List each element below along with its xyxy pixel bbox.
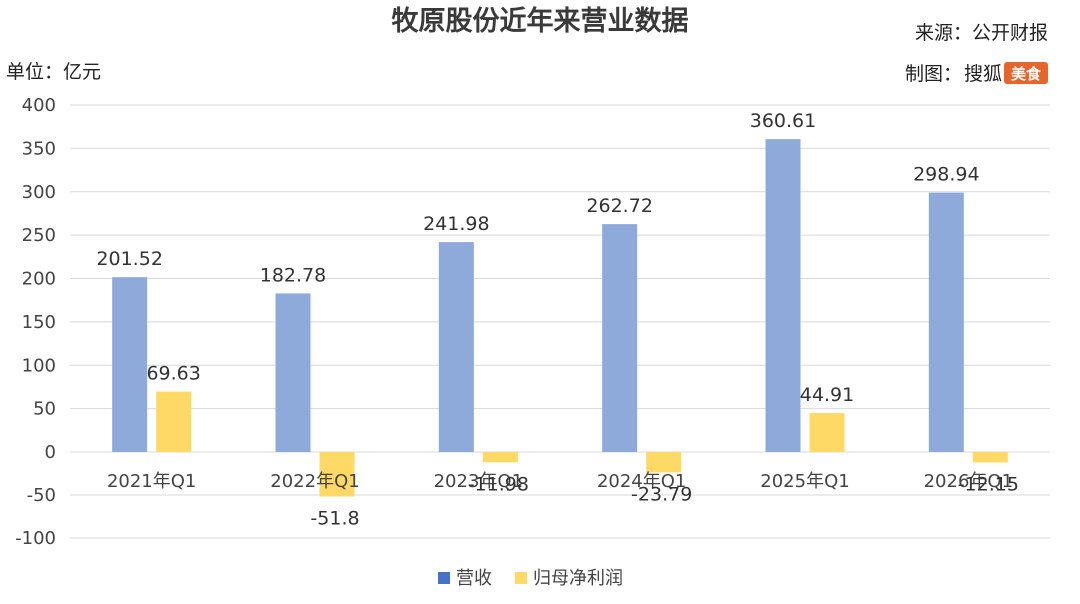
brand-badge bbox=[1004, 62, 1048, 84]
revenue-bar bbox=[765, 139, 801, 452]
profit-bar bbox=[972, 452, 1008, 463]
bars bbox=[112, 139, 1008, 497]
profit-bar bbox=[156, 391, 192, 452]
data-label: 360.61 bbox=[750, 110, 816, 132]
data-label: -51.8 bbox=[310, 508, 359, 530]
y-tick-label: 50 bbox=[33, 399, 56, 420]
y-axis: 400 350 300 250 200 150 100 50 0 -50 -100 bbox=[15, 95, 56, 549]
data-label: -12.15 bbox=[958, 473, 1019, 495]
revenue-bar bbox=[602, 224, 638, 452]
y-tick-label: 400 bbox=[22, 95, 56, 116]
data-label: 201.52 bbox=[96, 248, 162, 270]
credit-name: 搜狐 bbox=[964, 63, 1002, 85]
y-tick-label: 300 bbox=[22, 182, 56, 203]
data-label: -23.79 bbox=[631, 483, 692, 505]
revenue-bar bbox=[928, 192, 964, 452]
data-labels: 201.52 69.63 182.78 -51.8 241.98 -11.98 262.72… bbox=[96, 110, 1019, 529]
legend-label-revenue: 营收 bbox=[456, 568, 492, 589]
y-tick-label: 200 bbox=[22, 269, 56, 290]
revenue-bar bbox=[112, 277, 148, 452]
revenue-bar bbox=[438, 242, 474, 452]
data-label: 69.63 bbox=[146, 363, 200, 385]
profit-bar bbox=[646, 452, 682, 473]
profit-bar bbox=[809, 413, 845, 452]
data-label: 262.72 bbox=[586, 195, 652, 217]
x-tick-label: 2026年Q1 bbox=[924, 471, 1013, 492]
brand-badge-text: 美食 bbox=[1011, 65, 1042, 83]
credit-line: 制图： 搜狐 美食 bbox=[905, 62, 1048, 85]
y-tick-label: -50 bbox=[27, 485, 56, 506]
x-tick-label: 2024年Q1 bbox=[597, 471, 686, 492]
chart-title: 牧原股份近年来营业数据 bbox=[392, 5, 689, 37]
y-tick-label: 100 bbox=[22, 355, 56, 376]
x-tick-label: 2021年Q1 bbox=[107, 471, 196, 492]
x-tick-label: 2023年Q1 bbox=[434, 471, 523, 492]
y-tick-label: -100 bbox=[15, 528, 56, 549]
revenue-bar bbox=[275, 293, 311, 452]
y-tick-label: 0 bbox=[45, 442, 56, 463]
data-label: 44.91 bbox=[800, 384, 854, 406]
legend-swatch-profit bbox=[515, 572, 527, 584]
legend-swatch-revenue bbox=[438, 572, 450, 584]
source-note: 来源：公开财报 bbox=[915, 22, 1048, 44]
data-label: 182.78 bbox=[260, 264, 326, 286]
credit-prefix: 制图： bbox=[905, 63, 962, 85]
data-label: 298.94 bbox=[913, 164, 979, 186]
profit-bar bbox=[319, 452, 355, 497]
data-label: 241.98 bbox=[423, 213, 489, 235]
gridlines bbox=[70, 104, 1050, 539]
legend-label-profit: 归母净利润 bbox=[533, 568, 623, 589]
profit-bar bbox=[482, 452, 518, 463]
y-tick-label: 250 bbox=[22, 225, 56, 246]
x-tick-label: 2025年Q1 bbox=[760, 471, 849, 492]
x-axis: 2021年Q1 2022年Q1 2023年Q1 2024年Q1 2025年Q1 2026年… bbox=[107, 471, 1013, 492]
x-tick-label: 2022年Q1 bbox=[270, 471, 359, 492]
y-tick-label: 350 bbox=[22, 138, 56, 159]
unit-label: 单位：亿元 bbox=[6, 61, 101, 83]
legend: 营收 归母净利润 bbox=[438, 568, 623, 589]
y-tick-label: 150 bbox=[22, 312, 56, 333]
data-label: -11.98 bbox=[468, 473, 529, 495]
